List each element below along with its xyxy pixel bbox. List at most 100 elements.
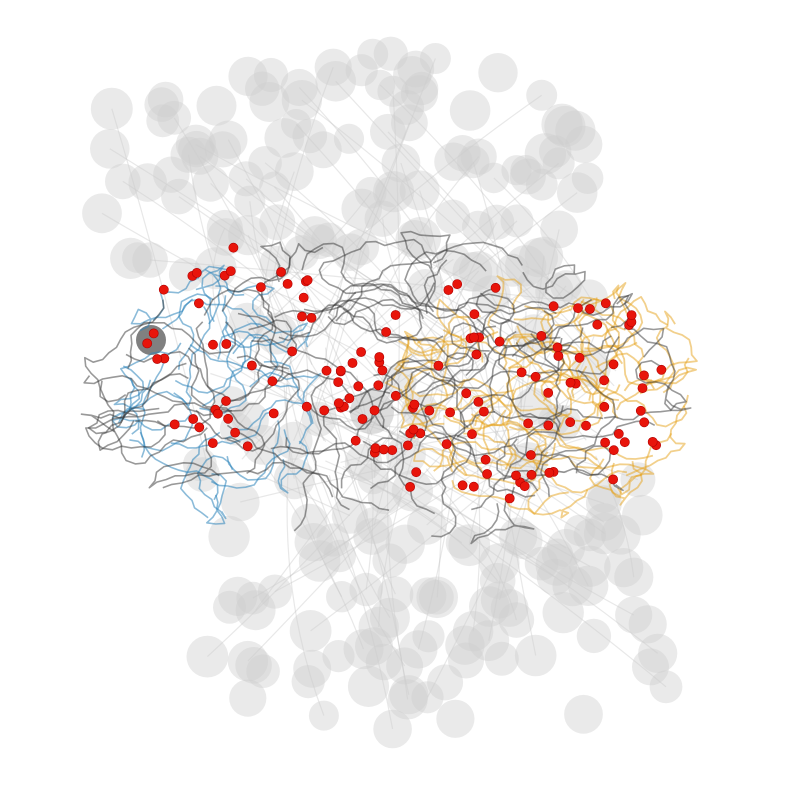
background-soma (128, 163, 167, 202)
background-soma (468, 620, 510, 662)
synapse-marker (656, 364, 667, 375)
orange-neurite (433, 441, 549, 472)
background-fiber (441, 285, 567, 385)
synapse-marker (188, 414, 199, 424)
synapse-marker (381, 327, 391, 337)
blue-neurite (180, 431, 221, 519)
synapse-marker (142, 338, 153, 349)
background-soma (333, 123, 365, 154)
synapse-marker (356, 347, 366, 357)
synapse-marker (370, 443, 381, 454)
background-soma (395, 220, 434, 258)
background-soma (458, 251, 499, 291)
background-soma (385, 434, 426, 475)
background-soma (146, 104, 180, 138)
background-soma (536, 558, 574, 596)
background-soma (540, 210, 578, 249)
dark-neurite (349, 367, 466, 438)
background-fiber (468, 388, 481, 632)
synapse-marker (639, 417, 650, 428)
background-soma (292, 118, 328, 154)
background-soma (436, 699, 475, 738)
background-soma (505, 245, 547, 287)
synapse-marker (373, 380, 384, 391)
dark-neurite (303, 284, 423, 340)
background-fiber (285, 344, 297, 479)
background-soma (291, 665, 325, 699)
background-soma (314, 48, 352, 86)
background-soma (435, 199, 471, 235)
background-soma (480, 581, 519, 619)
background-soma (604, 548, 644, 588)
synapse-marker (526, 469, 537, 480)
background-soma (206, 209, 243, 247)
background-soma (357, 38, 389, 70)
background-soma (389, 675, 429, 715)
background-fiber (328, 475, 391, 619)
background-fiber (325, 347, 396, 595)
dark-neurite (237, 299, 385, 338)
background-soma (583, 512, 626, 555)
background-soma (479, 562, 516, 599)
synapse-marker (608, 474, 618, 485)
background-soma (391, 104, 428, 142)
dark-neurite (502, 420, 656, 481)
synapse-marker (548, 301, 559, 312)
background-fiber (379, 84, 586, 334)
synapse-marker (441, 439, 452, 449)
background-fiber (292, 246, 362, 467)
background-soma (264, 118, 305, 158)
background-soma (448, 642, 484, 679)
synapse-marker (639, 370, 649, 381)
synapse-marker (613, 428, 624, 439)
dark-neurite (301, 242, 424, 320)
background-soma (462, 210, 495, 243)
background-soma (110, 237, 152, 279)
background-soma (585, 485, 622, 522)
background-soma (355, 176, 387, 209)
dark-neurite (270, 433, 441, 464)
dark-neurite (475, 286, 612, 358)
synapse-marker (387, 445, 398, 455)
synapse-marker (267, 376, 278, 387)
blue-neurite (174, 335, 257, 394)
background-soma (178, 130, 215, 168)
background-soma (221, 482, 260, 522)
background-soma (284, 235, 320, 271)
orange-neurite (412, 377, 511, 427)
synapse-marker (287, 346, 297, 357)
synapse-marker (445, 407, 455, 418)
background-soma (564, 694, 603, 734)
background-fiber (294, 419, 667, 688)
background-fiber (426, 434, 598, 526)
background-soma (469, 586, 510, 627)
background-soma (622, 494, 663, 536)
dark-neurite (135, 321, 216, 429)
synapse-marker (637, 383, 648, 393)
synapse-marker (599, 401, 610, 412)
orange-neurite (573, 307, 610, 417)
synapse-marker (390, 390, 401, 401)
synapse-marker (353, 381, 364, 392)
dark-neurite (203, 288, 289, 370)
background-soma (302, 224, 337, 260)
synapse-marker (298, 292, 309, 303)
synapse-marker (230, 427, 240, 438)
dark-neurite (127, 321, 236, 369)
synapse-marker (467, 429, 477, 439)
synapse-marker (526, 450, 536, 460)
synapse-marker (357, 414, 368, 424)
background-soma (228, 215, 269, 256)
synapse-marker (333, 377, 344, 387)
background-soma (638, 633, 678, 674)
background-soma (568, 565, 609, 606)
background-fiber (324, 252, 352, 364)
background-soma (181, 137, 219, 175)
background-soma (122, 242, 153, 273)
background-soma (326, 581, 358, 613)
background-fiber (150, 259, 572, 303)
background-fiber (301, 99, 546, 313)
synapse-marker (378, 444, 389, 455)
background-soma (132, 242, 168, 278)
